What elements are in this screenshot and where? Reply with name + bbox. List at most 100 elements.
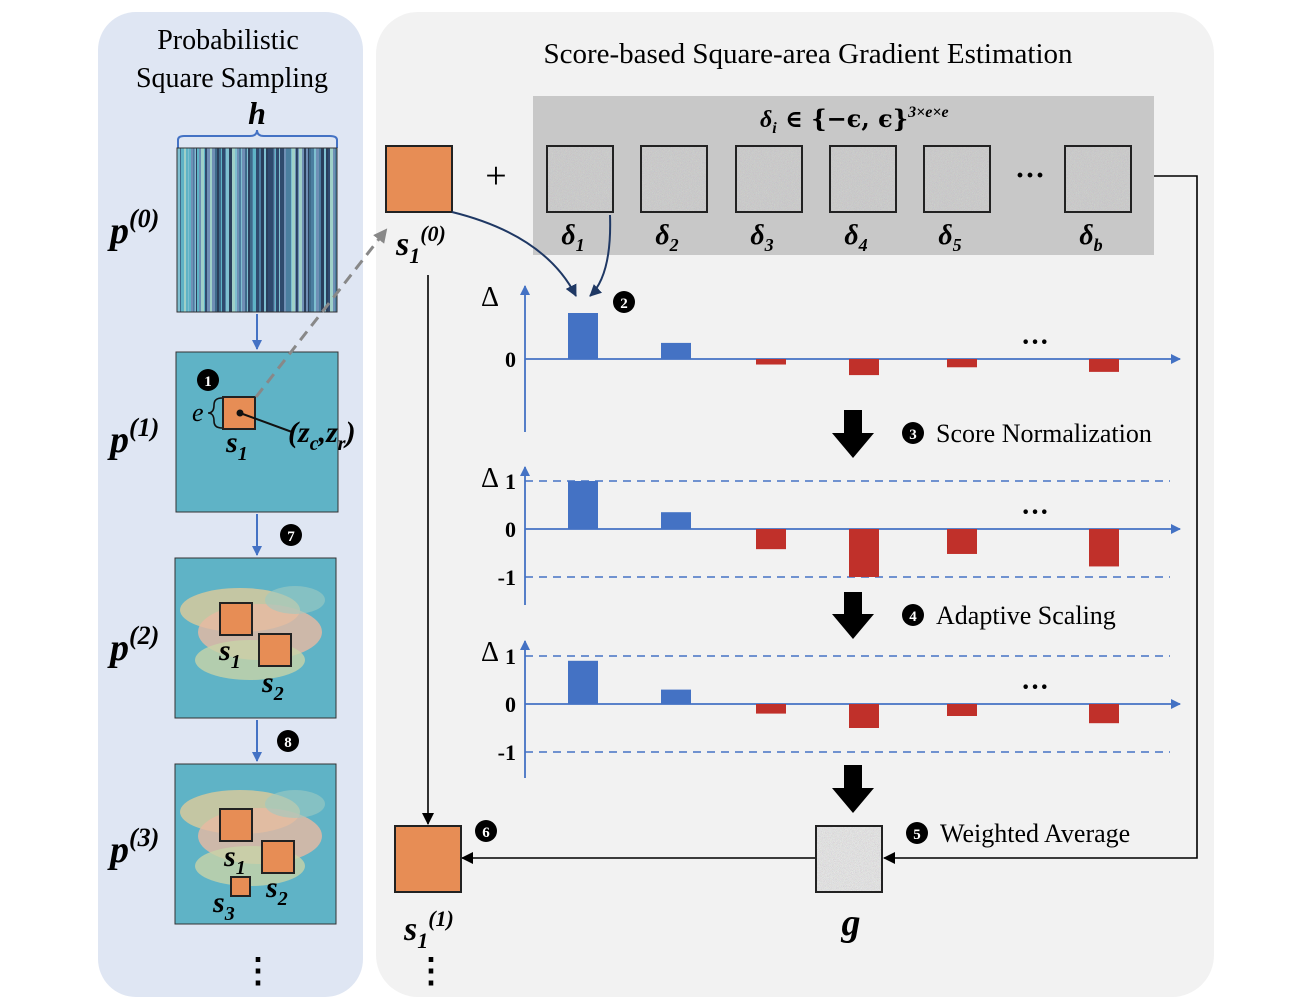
tick-label: 1 bbox=[505, 644, 516, 669]
stripe bbox=[238, 148, 239, 312]
delta-label: δb bbox=[1079, 220, 1102, 255]
bar bbox=[661, 689, 691, 704]
p1-label: p(1) bbox=[107, 413, 159, 461]
svg-text:6: 6 bbox=[482, 825, 490, 841]
svg-text:s1: s1 bbox=[218, 634, 241, 673]
delta-noise-square-border bbox=[829, 145, 897, 213]
bar bbox=[756, 359, 786, 365]
stripe bbox=[256, 148, 259, 312]
stripe bbox=[245, 148, 247, 312]
step-3-score-normalization: 3 Score Normalization bbox=[902, 419, 1152, 448]
p0-label: p(0) bbox=[107, 204, 159, 252]
bar-charts: Δ0···Δ 10-1···Δ 10-1··· bbox=[481, 282, 1181, 778]
stripe bbox=[225, 148, 226, 312]
stripe bbox=[289, 148, 291, 312]
svg-text:s1(0): s1(0) bbox=[395, 221, 446, 268]
svg-text:Weighted Average: Weighted Average bbox=[940, 819, 1130, 848]
bar bbox=[849, 359, 879, 376]
tick-label: 0 bbox=[505, 692, 516, 717]
stripe bbox=[326, 148, 328, 312]
tick-label: 1 bbox=[505, 469, 516, 494]
bar bbox=[1089, 359, 1119, 372]
stripe bbox=[210, 148, 212, 312]
stripe bbox=[186, 148, 188, 312]
svg-text:s1(1): s1(1) bbox=[403, 906, 454, 953]
right-vertical-ellipsis: ⋮ bbox=[414, 953, 448, 990]
stripe bbox=[306, 148, 308, 312]
left-panel-title-line1: Probabilistic bbox=[157, 25, 299, 56]
stripe bbox=[259, 148, 261, 312]
delta-label: δ3 bbox=[750, 220, 773, 255]
s1-to-bar-arrow bbox=[451, 211, 577, 297]
p1-s1-label: s1 bbox=[225, 426, 248, 465]
stripe bbox=[271, 148, 273, 312]
svg-text:s1: s1 bbox=[225, 426, 248, 465]
big-arrow-3 bbox=[832, 765, 874, 813]
stripe bbox=[215, 148, 217, 312]
step-marker-2: 2 bbox=[613, 291, 635, 313]
bar-chart-1: Δ 0 ··· bbox=[481, 282, 1181, 432]
stripe bbox=[221, 148, 222, 312]
stripe bbox=[333, 148, 335, 312]
s1-initial-label: s1(0) bbox=[395, 221, 446, 268]
delta-label: δ2 bbox=[655, 220, 678, 255]
stripe bbox=[335, 148, 337, 312]
stripe bbox=[263, 148, 264, 312]
stripe bbox=[253, 148, 256, 312]
stripe bbox=[212, 148, 215, 312]
stripe bbox=[197, 148, 199, 312]
delta-noise-square bbox=[830, 146, 896, 212]
delta-set-label: δi ∈ {−ϵ, ϵ}3×e×e bbox=[760, 104, 949, 137]
bar-ellipsis: ··· bbox=[1021, 497, 1049, 528]
stripe bbox=[280, 148, 282, 312]
g-square bbox=[815, 825, 883, 893]
stripe bbox=[239, 148, 241, 312]
right-panel: Score-based Square-area Gradient Estimat… bbox=[254, 12, 1214, 997]
stripe bbox=[177, 148, 180, 312]
stripe bbox=[311, 148, 314, 312]
tick-label: -1 bbox=[498, 740, 516, 765]
stripe bbox=[237, 148, 238, 312]
stripe bbox=[282, 148, 284, 312]
svg-text:p(0): p(0) bbox=[107, 204, 159, 252]
delta-label: δ1 bbox=[561, 220, 584, 255]
left-panel: Probabilistic Square Sampling h p(0) p(1… bbox=[98, 12, 363, 997]
p2-square-s2 bbox=[258, 633, 292, 667]
stripe bbox=[201, 148, 204, 312]
stripe bbox=[194, 148, 195, 312]
stripe bbox=[273, 148, 274, 312]
stripe bbox=[219, 148, 221, 312]
stripe bbox=[196, 148, 197, 312]
svg-text:p(3): p(3) bbox=[107, 823, 159, 871]
stripe bbox=[297, 148, 298, 312]
p3-square-s2 bbox=[261, 840, 295, 874]
stripe bbox=[193, 148, 194, 312]
stripe bbox=[250, 148, 252, 312]
delta-noise-square-border bbox=[735, 145, 803, 213]
s1-initial-square bbox=[385, 145, 453, 213]
p1-coord-label: (zc,zr) bbox=[288, 416, 356, 455]
stripe bbox=[247, 148, 248, 312]
stripe bbox=[232, 148, 235, 312]
p2-image bbox=[174, 557, 337, 719]
bar bbox=[568, 660, 598, 704]
delta-noise-square bbox=[641, 146, 707, 212]
stripe bbox=[298, 148, 299, 312]
stripe bbox=[181, 148, 184, 312]
h-brace bbox=[177, 129, 338, 148]
plus-sign: + bbox=[485, 155, 506, 197]
svg-text:p(1): p(1) bbox=[107, 413, 159, 461]
big-arrow-1 bbox=[832, 410, 874, 458]
big-arrow-2 bbox=[832, 592, 874, 639]
svg-text:s1: s1 bbox=[223, 840, 246, 879]
stripe bbox=[284, 148, 286, 312]
svg-text:p(2): p(2) bbox=[107, 621, 159, 669]
delta-noise-square-border bbox=[1064, 145, 1132, 213]
bar bbox=[568, 313, 598, 359]
e-brace bbox=[207, 397, 223, 429]
stripe bbox=[242, 148, 245, 312]
stripe bbox=[309, 148, 311, 312]
bar bbox=[661, 512, 691, 529]
p2-label: p(2) bbox=[107, 621, 159, 669]
y-axis-label: Δ bbox=[481, 463, 499, 494]
